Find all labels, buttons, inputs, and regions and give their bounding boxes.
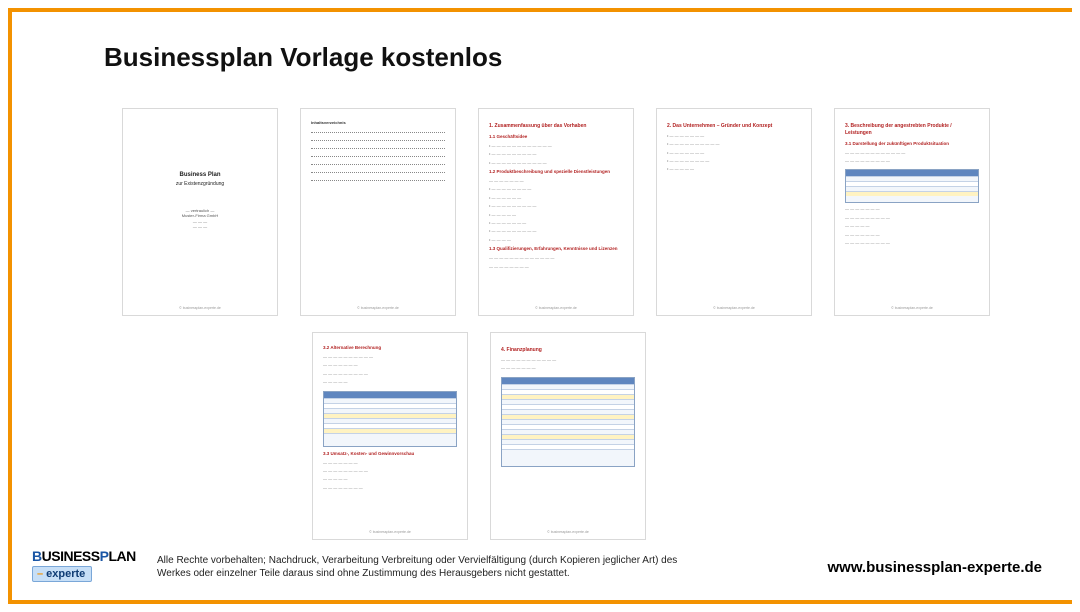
body-text: — — — — — — — — — [323,468,457,473]
body-text: — — — — — [323,379,457,384]
toc-line [311,127,445,133]
body-text: — — — — — — — [667,150,801,155]
body-text: — — — — — — — — — — [323,354,457,359]
body-text: — — — — — [323,476,457,481]
section-heading: 4. Finanzplanung [501,347,635,354]
body-text: — — — — — — — — — [845,158,979,163]
cover-title: Business Plan [133,171,267,179]
toc-line [311,159,445,165]
body-text: — — — — — — — [667,133,801,138]
section-heading: 1. Zusammenfassung über das Vorhaben [489,123,623,130]
body-text: — — — — — [845,223,979,228]
doc-thumb-4: 2. Das Unternehmen – Gründer und Konzept… [656,108,812,316]
thumb-footer: © businessplan-experte.de [313,530,467,535]
body-text: — — — — — — [489,195,623,200]
data-table [323,391,457,447]
toc-line [311,151,445,157]
body-text: — — — — — — — — — — [667,141,801,146]
section-heading: 2. Das Unternehmen – Gründer und Konzept [667,123,801,130]
doc-thumb-6: 3.2 Alternative Berechnung — — — — — — —… [312,332,468,540]
body-text: — — — — — — — — — — — — — [489,255,623,260]
body-text: — — — — [489,237,623,242]
body-text: — — — — — — — [489,220,623,225]
logo-line-2: –experte [32,566,92,582]
page-title: Businessplan Vorlage kostenlos [104,42,502,73]
logo-line-1: BUSINESSPLAN [32,548,136,564]
thumb-footer: © businessplan-experte.de [491,530,645,535]
body-text: — — — — — — — — — [845,240,979,245]
subsection-heading: 1.1 Geschäftsidee [489,134,623,140]
body-text: — — — — — — — — [489,186,623,191]
thumb-footer: © businessplan-experte.de [123,306,277,311]
subsection-heading: 1.3 Qualifizierungen, Erfahrungen, Kennt… [489,246,623,252]
thumb-footer: © businessplan-experte.de [301,306,455,311]
doc-thumb-5: 3. Beschreibung der angestrebten Produkt… [834,108,990,316]
website-url: www.businessplan-experte.de [827,559,1042,576]
subsection-heading: 3.3 Umsatz-, Kosten- und Gewinnvorschau [323,451,457,457]
subsection-heading: 3.2 Alternative Berechnung [323,345,457,351]
body-text: — — — — — — — — [323,485,457,490]
body-text: — — — — — — — — — — — — [489,143,623,148]
thumbnail-row-1: Business Plan zur Existenzgründung — ver… [122,108,1002,316]
copyright-text: Alle Rechte vorbehalten; Nachdruck, Vera… [157,555,697,580]
thumb-footer: © businessplan-experte.de [657,306,811,311]
body-text: — — — — — — — — — [489,203,623,208]
doc-thumb-1: Business Plan zur Existenzgründung — ver… [122,108,278,316]
body-text: — — — — — — — [845,232,979,237]
data-table [845,169,979,203]
subsection-heading: 1.2 Produktbeschreibung und spezielle Di… [489,169,623,175]
body-text: — — — — — — — [845,206,979,211]
body-text: — — — — — — — — — [845,215,979,220]
doc-thumb-7: 4. Finanzplanung — — — — — — — — — — — —… [490,332,646,540]
toc-line [311,135,445,141]
cover-subtitle: zur Existenzgründung [133,181,267,188]
toc-line [311,143,445,149]
section-heading: 3. Beschreibung der angestrebten Produkt… [845,123,979,137]
body-text: — — — — — — — — — — — [489,160,623,165]
doc-thumb-2: Inhaltsverzeichnis © businessplan-expert… [300,108,456,316]
presentation-frame: Businessplan Vorlage kostenlos Business … [8,8,1072,604]
brand-logo: BUSINESSPLAN –experte [32,548,136,582]
doc-thumb-3: 1. Zusammenfassung über das Vorhaben 1.1… [478,108,634,316]
thumbnail-row-2: 3.2 Alternative Berechnung — — — — — — —… [312,332,812,540]
toc-heading: Inhaltsverzeichnis [311,120,445,125]
subsection-heading: 3.1 Darstellung der zukünftigen Produkts… [845,141,979,147]
body-text: — — — — — — — — [489,264,623,269]
body-text: — — — — — — — [489,178,623,183]
toc-line [311,167,445,173]
body-text: — — — — — — — [323,362,457,367]
thumb-footer: © businessplan-experte.de [835,306,989,311]
body-text: — — — — — — — — — — — — [845,150,979,155]
body-text: — — — — — — — — — [489,228,623,233]
data-table [501,377,635,467]
body-text: — — — — — [489,212,623,217]
toc-line [311,175,445,181]
body-text: — — — — — — — — [667,158,801,163]
body-text: — — — — — [667,166,801,171]
body-text: — — — — — — — — — [489,151,623,156]
cover-details: — vertraulich — Muster-Firma GmbH — — — … [133,208,267,230]
body-text: — — — — — — — [323,460,457,465]
body-text: — — — — — — — [501,365,635,370]
thumb-footer: © businessplan-experte.de [479,306,633,311]
body-text: — — — — — — — — — — — [501,357,635,362]
body-text: — — — — — — — — — [323,371,457,376]
